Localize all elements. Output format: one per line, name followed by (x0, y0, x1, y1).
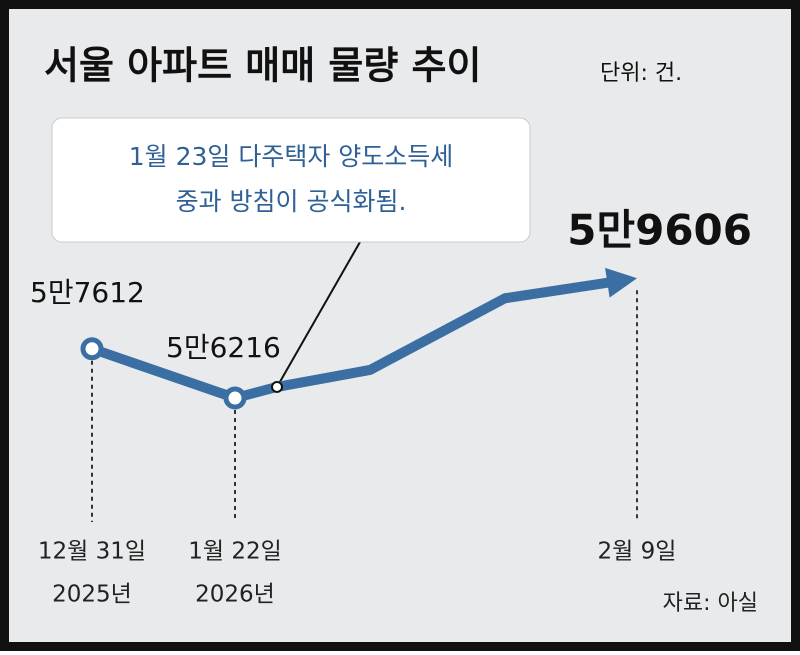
background (9, 9, 791, 642)
value-label: 5만7612 (30, 276, 145, 309)
point-marker (271, 380, 283, 393)
x-tick-label: 2월 9일 (598, 539, 677, 565)
line (90, 276, 616, 404)
x-tick-label: 12월 31일 (38, 539, 146, 565)
value-label: 5만6216 (166, 331, 281, 364)
value-label: 5만9606 (567, 206, 752, 255)
point-marker (223, 386, 247, 410)
annotation-leader (276, 241, 361, 388)
annotation-text: 중과 방침이 공식화됨. (176, 187, 407, 216)
arrow-head (605, 267, 637, 298)
unit-label: 단위: 건. (600, 61, 682, 86)
source: 자료: 아실 (663, 591, 758, 616)
x-tick-label: 1월 22일 (188, 539, 282, 565)
chart-title: 서울 아파트 매매 물량 추이 (44, 44, 481, 88)
annotation-text: 1월 23일 다주택자 양도소득세 (129, 142, 454, 171)
point-marker (80, 337, 104, 361)
x-tick-label: 2025년 (52, 582, 132, 608)
annotation-box (51, 117, 531, 243)
x-tick-label: 2026년 (195, 582, 275, 608)
